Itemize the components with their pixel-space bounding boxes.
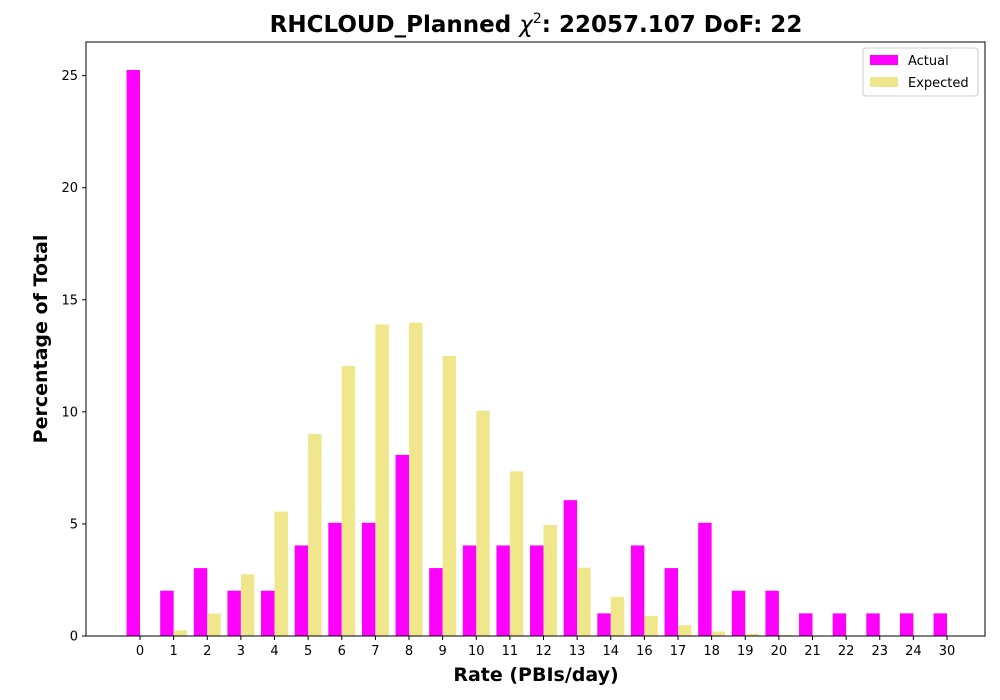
bar-actual-5 [294,545,309,636]
x-tick-label: 1 [169,644,177,659]
bar-actual-11 [496,545,510,636]
chart-title: RHCLOUD_Planned χ2: 22057.107 DoF: 22 [270,11,803,38]
legend-swatch-actual [870,55,898,65]
bar-actual-20 [765,590,779,636]
x-tick-label: 18 [703,644,720,659]
y-tick-label: 0 [70,630,78,645]
bar-actual-16 [630,545,645,636]
x-tick-label: 19 [737,644,754,659]
bar-actual-8 [395,454,409,636]
x-tick-label: 22 [838,644,855,659]
bar-expected-6 [341,365,356,636]
bar-expected-16 [644,615,658,636]
bar-expected-13 [577,567,591,636]
bar-actual-12 [530,545,544,636]
bar-actual-3 [227,590,241,636]
bar-expected-10 [476,410,490,636]
x-tick-label: 24 [905,644,922,659]
bar-actual-14 [597,613,611,636]
bar-actual-30 [933,613,947,636]
x-tick-label: 11 [502,644,519,659]
bar-actual-23 [866,613,880,636]
bar-expected-20 [778,634,793,636]
bar-expected-14 [610,596,625,636]
bar-actual-13 [563,500,578,636]
bar-expected-19 [745,633,759,636]
bar-expected-7 [375,324,389,636]
bar-expected-17 [678,625,692,636]
title-prefix: RHCLOUD_Planned [270,12,520,38]
x-ticks: 0 1 2 3 4 5 6 7 8 9 10 11 12 13 14 16 17 18 19 20 21 22 23 24 30 [136,636,955,659]
y-axis-label: Percentage of Total [30,235,52,444]
x-tick-label: 16 [636,644,653,659]
x-tick-label: 0 [136,644,144,659]
bar-actual-4 [261,590,275,636]
legend-swatch-expected [870,77,898,87]
y-tick-label: 25 [61,69,78,84]
bar-actual-6 [328,522,342,636]
x-tick-label: 2 [203,644,211,659]
x-tick-label: 13 [569,644,586,659]
bar-expected-18 [711,631,726,636]
x-tick-label: 8 [405,644,413,659]
bar-actual-18 [698,522,712,636]
x-tick-label: 5 [304,644,312,659]
bar-actual-22 [832,613,847,636]
legend: Actual Expected [862,47,979,97]
bar-expected-8 [409,322,423,636]
x-tick-label: 9 [438,644,446,659]
x-tick-label: 30 [939,644,956,659]
y-tick-label: 5 [70,517,78,532]
x-tick-label: 3 [237,644,245,659]
x-tick-label: 7 [371,644,379,659]
bar-expected-12 [543,525,557,636]
y-ticks: 0 5 10 15 20 25 [61,69,86,645]
y-tick-label: 15 [61,293,78,308]
bar-expected-2 [207,613,221,636]
bar-expected-5 [308,433,322,636]
bars-group [126,70,947,636]
x-tick-label: 10 [468,644,485,659]
legend-label-expected: Expected [908,76,969,91]
bar-expected-4 [274,511,288,636]
bar-actual-19 [731,590,746,636]
bar-actual-9 [429,568,443,636]
legend-label-actual: Actual [908,54,949,69]
x-tick-label: 14 [602,644,619,659]
bar-expected-11 [509,471,524,636]
bar-actual-10 [462,545,477,636]
bar-actual-0 [126,70,140,636]
bar-expected-1 [173,630,188,636]
y-tick-label: 10 [61,405,78,420]
bar-expected-3 [240,574,255,636]
bar-actual-24 [899,613,914,636]
title-chi: χ [517,12,534,38]
plot-frame [85,41,986,637]
bar-expected-9 [442,355,457,636]
y-tick-label: 20 [61,181,78,196]
bar-actual-7 [361,522,376,636]
bar-actual-1 [160,590,174,636]
x-tick-label: 12 [535,644,552,659]
x-tick-label: 6 [338,644,346,659]
x-tick-label: 4 [270,644,278,659]
title-superscript: 2 [533,11,542,27]
title-suffix: : 22057.107 DoF: 22 [542,12,803,38]
x-tick-label: 21 [804,644,821,659]
bar-actual-21 [799,613,813,636]
x-axis-label: Rate (PBIs/day) [453,664,618,686]
x-tick-label: 20 [771,644,788,659]
x-tick-label: 23 [871,644,888,659]
x-tick-label: 17 [670,644,687,659]
bar-actual-2 [193,568,208,636]
bar-actual-17 [664,568,678,636]
